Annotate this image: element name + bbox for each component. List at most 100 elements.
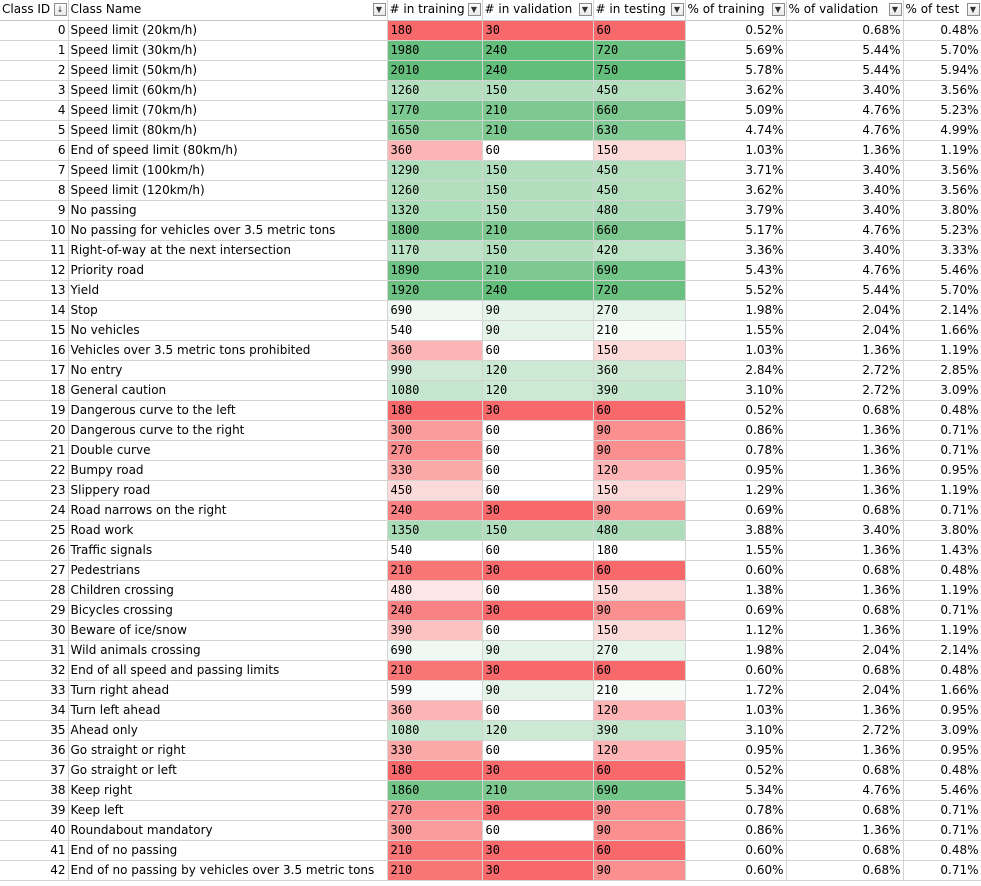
cell-pct-training[interactable]: 5.34% <box>685 780 787 801</box>
cell-pct-training[interactable]: 0.95% <box>685 460 787 481</box>
cell-class-name[interactable]: General caution <box>68 380 388 401</box>
cell-pct-training[interactable]: 0.86% <box>685 420 787 441</box>
cell-pct-validation[interactable]: 2.04% <box>786 320 904 341</box>
cell-in-validation[interactable]: 60 <box>482 700 594 721</box>
cell-in-validation[interactable]: 90 <box>482 320 594 341</box>
header-in-testing[interactable]: # in testing ▼ <box>593 0 686 21</box>
cell-pct-test[interactable]: 3.80% <box>903 520 981 541</box>
cell-pct-test[interactable]: 0.48% <box>903 760 981 781</box>
cell-class-name[interactable]: Speed limit (60km/h) <box>68 80 388 101</box>
cell-class-id[interactable]: 1 <box>0 40 69 61</box>
cell-in-testing[interactable]: 60 <box>593 400 686 421</box>
cell-pct-validation[interactable]: 5.44% <box>786 40 904 61</box>
cell-class-id[interactable]: 6 <box>0 140 69 161</box>
cell-in-validation[interactable]: 210 <box>482 780 594 801</box>
cell-in-testing[interactable]: 90 <box>593 440 686 461</box>
cell-class-name[interactable]: Pedestrians <box>68 560 388 581</box>
header-in-training[interactable]: # in training ▼ <box>387 0 483 21</box>
cell-in-validation[interactable]: 210 <box>482 120 594 141</box>
cell-pct-validation[interactable]: 3.40% <box>786 180 904 201</box>
cell-in-validation[interactable]: 60 <box>482 140 594 161</box>
cell-pct-training[interactable]: 1.55% <box>685 540 787 561</box>
cell-in-testing[interactable]: 150 <box>593 580 686 601</box>
cell-pct-test[interactable]: 0.48% <box>903 20 981 41</box>
cell-in-training[interactable]: 180 <box>387 20 483 41</box>
cell-pct-test[interactable]: 0.48% <box>903 400 981 421</box>
cell-in-testing[interactable]: 90 <box>593 800 686 821</box>
cell-in-testing[interactable]: 180 <box>593 540 686 561</box>
cell-in-testing[interactable]: 150 <box>593 620 686 641</box>
cell-pct-test[interactable]: 1.66% <box>903 320 981 341</box>
cell-class-name[interactable]: Speed limit (50km/h) <box>68 60 388 81</box>
cell-pct-training[interactable]: 3.10% <box>685 380 787 401</box>
cell-class-name[interactable]: Double curve <box>68 440 388 461</box>
cell-pct-training[interactable]: 1.38% <box>685 580 787 601</box>
cell-pct-validation[interactable]: 1.36% <box>786 740 904 761</box>
cell-class-id[interactable]: 25 <box>0 520 69 541</box>
cell-pct-training[interactable]: 0.52% <box>685 400 787 421</box>
cell-class-id[interactable]: 39 <box>0 800 69 821</box>
cell-class-name[interactable]: Traffic signals <box>68 540 388 561</box>
cell-pct-validation[interactable]: 0.68% <box>786 840 904 861</box>
cell-pct-test[interactable]: 0.71% <box>903 420 981 441</box>
cell-pct-validation[interactable]: 2.04% <box>786 640 904 661</box>
cell-in-testing[interactable]: 720 <box>593 40 686 61</box>
cell-pct-validation[interactable]: 1.36% <box>786 480 904 501</box>
cell-class-name[interactable]: End of no passing by vehicles over 3.5 m… <box>68 860 388 881</box>
cell-in-testing[interactable]: 690 <box>593 260 686 281</box>
cell-in-validation[interactable]: 120 <box>482 360 594 381</box>
cell-in-training[interactable]: 1800 <box>387 220 483 241</box>
filter-dropdown-icon[interactable]: ▼ <box>578 3 592 16</box>
cell-pct-test[interactable]: 0.48% <box>903 840 981 861</box>
cell-class-id[interactable]: 18 <box>0 380 69 401</box>
cell-in-testing[interactable]: 450 <box>593 80 686 101</box>
cell-pct-validation[interactable]: 0.68% <box>786 400 904 421</box>
cell-pct-validation[interactable]: 4.76% <box>786 120 904 141</box>
cell-in-testing[interactable]: 480 <box>593 200 686 221</box>
cell-class-id[interactable]: 0 <box>0 20 69 41</box>
cell-pct-validation[interactable]: 4.76% <box>786 100 904 121</box>
cell-in-validation[interactable]: 30 <box>482 860 594 881</box>
cell-in-testing[interactable]: 210 <box>593 320 686 341</box>
cell-class-name[interactable]: Vehicles over 3.5 metric tons prohibited <box>68 340 388 361</box>
cell-in-training[interactable]: 690 <box>387 640 483 661</box>
cell-class-name[interactable]: Road narrows on the right <box>68 500 388 521</box>
cell-in-validation[interactable]: 150 <box>482 80 594 101</box>
cell-in-validation[interactable]: 30 <box>482 600 594 621</box>
filter-dropdown-icon[interactable]: ▼ <box>467 3 481 16</box>
cell-pct-training[interactable]: 1.98% <box>685 640 787 661</box>
cell-class-id[interactable]: 19 <box>0 400 69 421</box>
cell-in-validation[interactable]: 240 <box>482 60 594 81</box>
cell-in-testing[interactable]: 690 <box>593 780 686 801</box>
cell-in-training[interactable]: 1980 <box>387 40 483 61</box>
cell-pct-training[interactable]: 1.03% <box>685 340 787 361</box>
cell-pct-test[interactable]: 5.46% <box>903 260 981 281</box>
cell-in-testing[interactable]: 750 <box>593 60 686 81</box>
cell-class-id[interactable]: 34 <box>0 700 69 721</box>
cell-pct-validation[interactable]: 4.76% <box>786 260 904 281</box>
cell-pct-test[interactable]: 3.56% <box>903 180 981 201</box>
cell-pct-validation[interactable]: 4.76% <box>786 220 904 241</box>
cell-pct-validation[interactable]: 1.36% <box>786 620 904 641</box>
header-pct-validation[interactable]: % of validation ▼ <box>786 0 904 21</box>
cell-in-testing[interactable]: 270 <box>593 300 686 321</box>
cell-in-validation[interactable]: 150 <box>482 180 594 201</box>
cell-in-testing[interactable]: 60 <box>593 840 686 861</box>
cell-in-training[interactable]: 210 <box>387 660 483 681</box>
cell-pct-training[interactable]: 0.69% <box>685 500 787 521</box>
header-class-name[interactable]: Class Name ▼ <box>68 0 388 21</box>
cell-in-testing[interactable]: 630 <box>593 120 686 141</box>
cell-pct-validation[interactable]: 1.36% <box>786 440 904 461</box>
cell-in-testing[interactable]: 390 <box>593 380 686 401</box>
cell-class-id[interactable]: 24 <box>0 500 69 521</box>
cell-pct-validation[interactable]: 2.04% <box>786 680 904 701</box>
cell-pct-training[interactable]: 0.69% <box>685 600 787 621</box>
cell-in-testing[interactable]: 720 <box>593 280 686 301</box>
cell-class-id[interactable]: 36 <box>0 740 69 761</box>
cell-class-id[interactable]: 27 <box>0 560 69 581</box>
cell-pct-training[interactable]: 0.86% <box>685 820 787 841</box>
cell-pct-training[interactable]: 5.69% <box>685 40 787 61</box>
cell-class-id[interactable]: 33 <box>0 680 69 701</box>
cell-pct-validation[interactable]: 2.72% <box>786 720 904 741</box>
cell-in-training[interactable]: 1860 <box>387 780 483 801</box>
